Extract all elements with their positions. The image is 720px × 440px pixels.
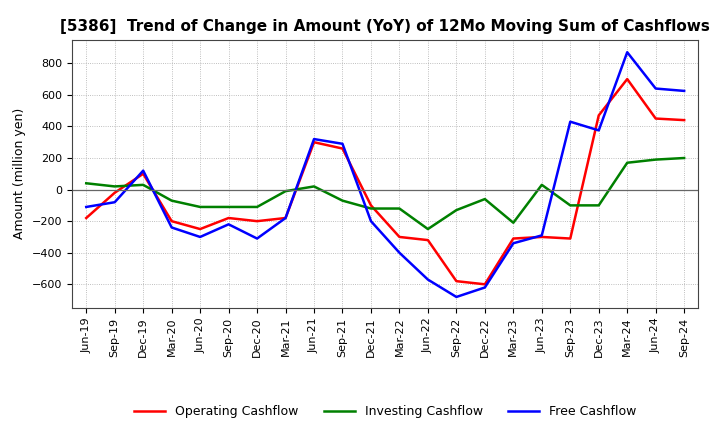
Free Cashflow	[225, 222, 233, 227]
Investing Cashflow	[338, 198, 347, 203]
Line: Investing Cashflow: Investing Cashflow	[86, 158, 684, 229]
Investing Cashflow	[623, 160, 631, 165]
Investing Cashflow	[452, 208, 461, 213]
Free Cashflow	[282, 215, 290, 220]
Investing Cashflow	[225, 204, 233, 209]
Free Cashflow	[253, 236, 261, 241]
Line: Free Cashflow: Free Cashflow	[86, 52, 684, 297]
Free Cashflow	[338, 141, 347, 147]
Investing Cashflow	[480, 196, 489, 202]
Operating Cashflow	[680, 117, 688, 123]
Free Cashflow	[196, 235, 204, 240]
Operating Cashflow	[282, 215, 290, 220]
Investing Cashflow	[366, 206, 375, 211]
Free Cashflow	[452, 294, 461, 300]
Y-axis label: Amount (million yen): Amount (million yen)	[13, 108, 26, 239]
Investing Cashflow	[167, 198, 176, 203]
Operating Cashflow	[167, 219, 176, 224]
Free Cashflow	[423, 277, 432, 282]
Free Cashflow	[537, 233, 546, 238]
Free Cashflow	[652, 86, 660, 91]
Free Cashflow	[167, 225, 176, 230]
Operating Cashflow	[253, 219, 261, 224]
Free Cashflow	[366, 219, 375, 224]
Operating Cashflow	[196, 227, 204, 232]
Free Cashflow	[139, 168, 148, 173]
Operating Cashflow	[623, 77, 631, 82]
Operating Cashflow	[139, 171, 148, 176]
Investing Cashflow	[509, 220, 518, 225]
Operating Cashflow	[110, 190, 119, 195]
Line: Operating Cashflow: Operating Cashflow	[86, 79, 684, 284]
Operating Cashflow	[480, 282, 489, 287]
Free Cashflow	[623, 50, 631, 55]
Free Cashflow	[110, 200, 119, 205]
Free Cashflow	[509, 241, 518, 246]
Legend: Operating Cashflow, Investing Cashflow, Free Cashflow: Operating Cashflow, Investing Cashflow, …	[129, 400, 642, 423]
Operating Cashflow	[537, 235, 546, 240]
Operating Cashflow	[452, 279, 461, 284]
Investing Cashflow	[196, 204, 204, 209]
Investing Cashflow	[595, 203, 603, 208]
Operating Cashflow	[566, 236, 575, 241]
Operating Cashflow	[509, 236, 518, 241]
Free Cashflow	[82, 204, 91, 209]
Operating Cashflow	[423, 238, 432, 243]
Investing Cashflow	[282, 188, 290, 194]
Investing Cashflow	[253, 204, 261, 209]
Title: [5386]  Trend of Change in Amount (YoY) of 12Mo Moving Sum of Cashflows: [5386] Trend of Change in Amount (YoY) o…	[60, 19, 710, 34]
Operating Cashflow	[310, 139, 318, 145]
Operating Cashflow	[338, 146, 347, 151]
Operating Cashflow	[395, 235, 404, 240]
Investing Cashflow	[537, 182, 546, 187]
Investing Cashflow	[110, 184, 119, 189]
Investing Cashflow	[423, 227, 432, 232]
Investing Cashflow	[395, 206, 404, 211]
Operating Cashflow	[595, 113, 603, 118]
Free Cashflow	[480, 285, 489, 290]
Free Cashflow	[680, 88, 688, 94]
Operating Cashflow	[225, 215, 233, 220]
Operating Cashflow	[366, 203, 375, 208]
Operating Cashflow	[652, 116, 660, 121]
Investing Cashflow	[139, 182, 148, 187]
Operating Cashflow	[82, 215, 91, 220]
Investing Cashflow	[652, 157, 660, 162]
Investing Cashflow	[680, 155, 688, 161]
Free Cashflow	[566, 119, 575, 125]
Investing Cashflow	[82, 181, 91, 186]
Free Cashflow	[595, 128, 603, 133]
Free Cashflow	[310, 136, 318, 142]
Investing Cashflow	[566, 203, 575, 208]
Investing Cashflow	[310, 184, 318, 189]
Free Cashflow	[395, 250, 404, 255]
